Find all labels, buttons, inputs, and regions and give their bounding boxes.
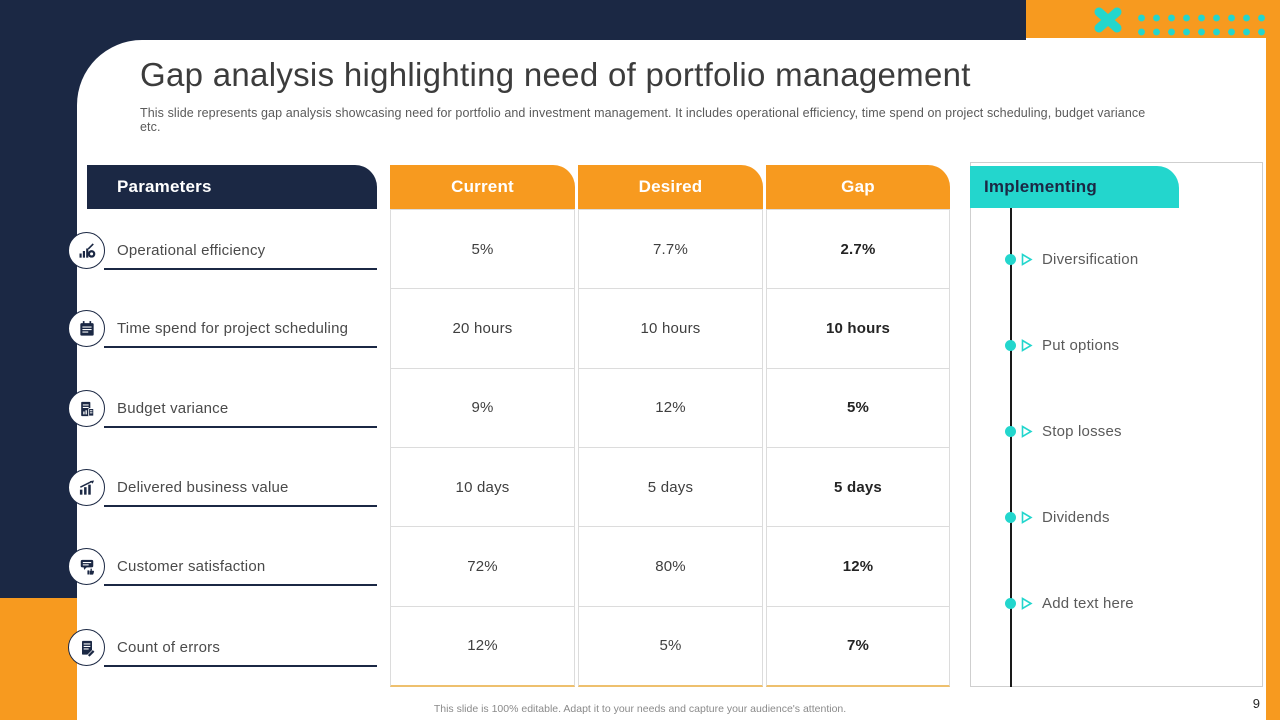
underline (104, 346, 377, 348)
triangle-bullet-icon (1020, 424, 1033, 438)
table-cell: 80% (579, 527, 762, 607)
table-cell: 12% (579, 369, 762, 448)
timeline-dot-icon (1005, 511, 1016, 523)
efficiency-gauge-icon (79, 242, 95, 258)
underline (104, 268, 377, 270)
table-cell: 10 hours (767, 289, 949, 369)
implementing-item-label: Dividends (1042, 508, 1110, 526)
implementing-item-diversification: Diversification (1000, 248, 1250, 270)
parameters-header: Parameters (87, 165, 377, 209)
column-body: 7.7% 10 hours 12% 5 days 80% 5% (578, 209, 763, 687)
timeline-dot-icon (1005, 339, 1016, 351)
schedule-calendar-icon (79, 320, 94, 336)
footer-note: This slide is 100% editable. Adapt it to… (433, 703, 847, 715)
parameter-icon-circle (68, 232, 105, 269)
table-cell: 9% (391, 369, 574, 448)
implementing-item-label: Put options (1042, 336, 1120, 354)
table-cell: 10 hours (579, 289, 762, 369)
table-cell: 12% (767, 527, 949, 607)
table-cell: 7% (846, 637, 870, 655)
column-header-current: Current (390, 165, 575, 209)
parameter-label: Count of errors (117, 638, 221, 656)
column-header-desired: Desired (578, 165, 763, 209)
table-column-gap: Gap 2.7% 10 hours 5% 5 days 12% 7% (766, 165, 950, 687)
parameter-label: Operational efficiency (117, 241, 266, 259)
underline (104, 584, 377, 586)
content-panel (77, 40, 1266, 720)
implementing-item-label: Add text here (1042, 594, 1134, 612)
table-cell: 72% (391, 527, 574, 607)
column-header-label: Gap (841, 177, 875, 196)
column-header-label: Desired (638, 177, 703, 196)
parameter-item-count-of-errors: Count of errors (68, 628, 377, 668)
implementing-item-stop-losses: Stop losses (1000, 420, 1250, 442)
column-header-gap: Gap (766, 165, 950, 209)
table-column-desired: Desired 7.7% 10 hours 12% 5 days 80% 5% (578, 165, 763, 687)
growth-chart-icon (79, 480, 94, 495)
table-cell: 10 days (391, 448, 574, 528)
error-note-icon (81, 640, 95, 658)
page-subtitle: This slide represents gap analysis showc… (140, 106, 1146, 134)
underline (104, 665, 377, 667)
table-cell: 12% (467, 637, 498, 655)
parameter-label: Time spend for project scheduling (117, 319, 349, 337)
table-cell: 5 days (579, 448, 762, 528)
dots-pattern (1132, 9, 1266, 36)
parameter-item-budget-variance: Budget variance (68, 389, 377, 429)
table-column-current: Current 5% 20 hours 9% 10 days 72% 12% (390, 165, 575, 687)
timeline-dot-icon (1005, 253, 1016, 265)
underline (104, 505, 377, 507)
timeline-dot-icon (1005, 597, 1016, 609)
brand-x-logo (1094, 7, 1122, 33)
implementing-header: Implementing (970, 166, 1179, 208)
parameters-header-label: Parameters (117, 177, 212, 196)
parameter-icon-circle (68, 629, 105, 666)
implementing-header-label: Implementing (984, 177, 1097, 196)
implementing-timeline (1010, 208, 1012, 687)
page-number: 9 (1252, 696, 1260, 711)
parameter-item-delivered-value: Delivered business value (68, 468, 377, 508)
column-body: 5% 20 hours 9% 10 days 72% 12% (390, 209, 575, 687)
implementing-panel-border (970, 162, 1263, 687)
parameter-icon-circle (68, 390, 105, 427)
feedback-thumbs-up-icon (80, 559, 94, 575)
parameter-label: Customer satisfaction (117, 557, 266, 575)
implementing-item-label: Diversification (1042, 250, 1139, 268)
parameter-item-time-spend: Time spend for project scheduling (68, 309, 377, 349)
table-cell: 2.7% (767, 210, 949, 290)
table-cell: 5% (659, 637, 682, 655)
triangle-bullet-icon (1020, 596, 1033, 610)
triangle-bullet-icon (1020, 510, 1033, 524)
parameter-icon-circle (68, 548, 105, 585)
orange-right-strip (1266, 0, 1280, 720)
triangle-bullet-icon (1020, 338, 1033, 352)
implementing-item-dividends: Dividends (1000, 506, 1250, 528)
parameter-label: Delivered business value (117, 478, 289, 496)
table-cell: 20 hours (391, 289, 574, 369)
table-cell: 5 days (767, 448, 949, 528)
timeline-dot-icon (1005, 425, 1016, 437)
parameter-icon-circle (68, 310, 105, 347)
implementing-item-label: Stop losses (1042, 422, 1122, 440)
orange-bottom-left-block (0, 598, 77, 720)
parameter-item-operational-efficiency: Operational efficiency (68, 231, 377, 271)
budget-document-icon (80, 401, 94, 416)
table-cell: 5% (391, 210, 574, 290)
table-cell: 5% (767, 369, 949, 448)
underline (104, 426, 377, 428)
navy-top-band (0, 0, 1026, 40)
implementing-item-put-options: Put options (1000, 334, 1250, 356)
parameter-item-customer-satisfaction: Customer satisfaction (68, 547, 377, 587)
implementing-item-add-text: Add text here (1000, 592, 1250, 614)
triangle-bullet-icon (1020, 252, 1033, 266)
page-title: Gap analysis highlighting need of portfo… (140, 56, 971, 93)
parameter-label: Budget variance (117, 399, 229, 417)
column-header-label: Current (451, 177, 514, 196)
table-cell: 7.7% (579, 210, 762, 290)
parameter-icon-circle (68, 469, 105, 506)
column-body: 2.7% 10 hours 5% 5 days 12% 7% (766, 209, 950, 687)
navy-left-band (0, 0, 77, 598)
